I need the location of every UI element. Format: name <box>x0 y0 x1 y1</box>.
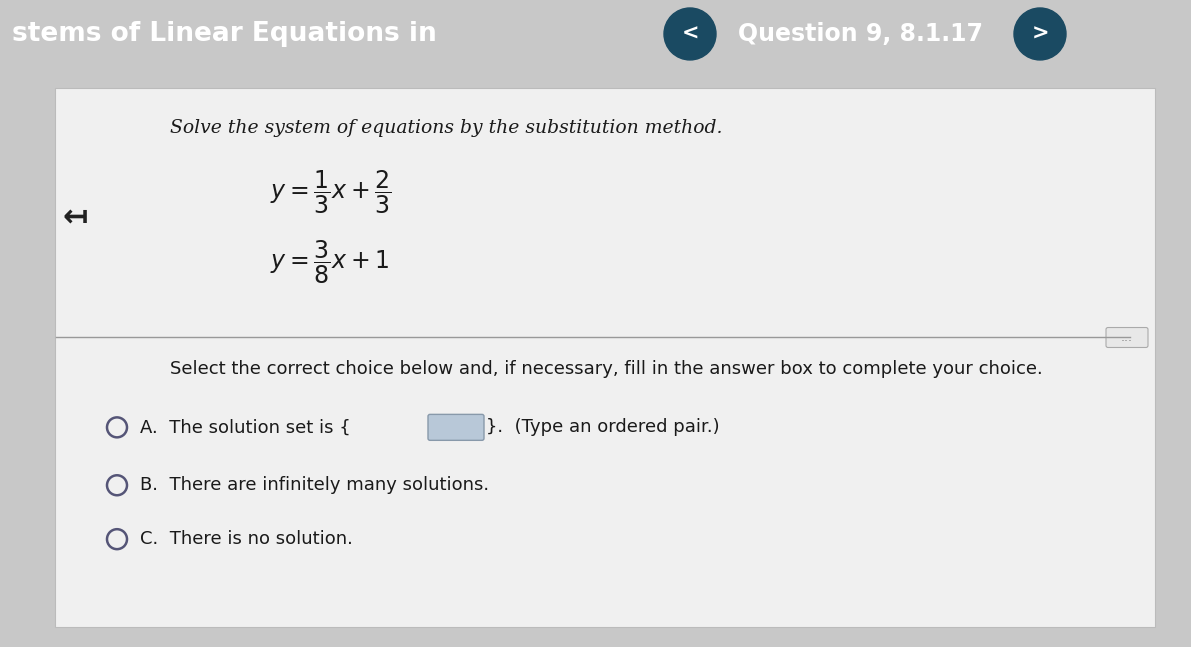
Text: Question 9, 8.1.17: Question 9, 8.1.17 <box>737 22 983 46</box>
Text: ...: ... <box>1121 331 1133 344</box>
Text: >: > <box>1031 24 1049 44</box>
Text: Solve the system of equations by the substitution method.: Solve the system of equations by the sub… <box>170 119 723 137</box>
FancyBboxPatch shape <box>428 414 484 441</box>
Text: ↤: ↤ <box>62 203 88 232</box>
Text: $y = \dfrac{3}{8}x+1$: $y = \dfrac{3}{8}x+1$ <box>270 239 389 287</box>
Circle shape <box>1014 8 1066 60</box>
Text: stems of Linear Equations in: stems of Linear Equations in <box>12 21 437 47</box>
Text: B.  There are infinitely many solutions.: B. There are infinitely many solutions. <box>141 476 490 494</box>
FancyBboxPatch shape <box>55 88 1155 627</box>
Text: <: < <box>681 24 699 44</box>
Text: C.  There is no solution.: C. There is no solution. <box>141 530 353 548</box>
FancyBboxPatch shape <box>1106 327 1148 347</box>
Text: A.  The solution set is {: A. The solution set is { <box>141 419 351 436</box>
Text: $y = \dfrac{1}{3}x+\dfrac{2}{3}$: $y = \dfrac{1}{3}x+\dfrac{2}{3}$ <box>270 169 392 217</box>
Circle shape <box>665 8 716 60</box>
Text: Select the correct choice below and, if necessary, fill in the answer box to com: Select the correct choice below and, if … <box>170 360 1043 378</box>
Text: }.  (Type an ordered pair.): }. (Type an ordered pair.) <box>486 419 719 436</box>
